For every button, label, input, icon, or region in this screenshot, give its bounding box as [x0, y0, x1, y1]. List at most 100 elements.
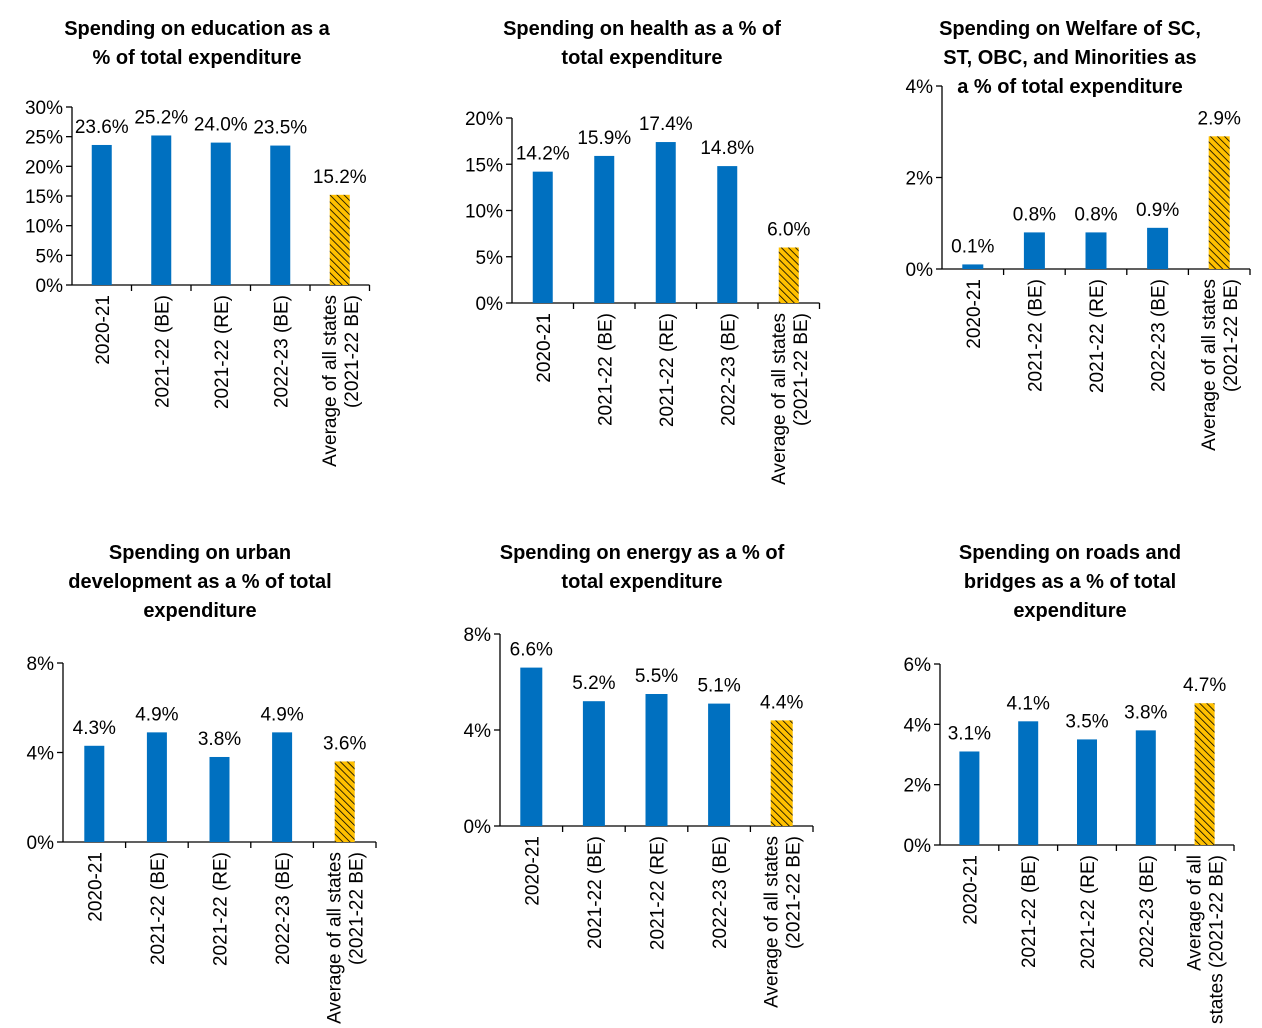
x-tick-label: Average of all states(2021-22 BE) [769, 313, 812, 485]
bar [778, 247, 799, 303]
y-tick-label: 15% [465, 155, 503, 176]
x-tick-label: 2022-23 (BE) [1137, 855, 1158, 968]
chart-title: Spending on health as a % of total expen… [503, 18, 781, 69]
bar [210, 142, 231, 285]
x-tick-label: 2021-22 (RE) [212, 295, 233, 409]
x-tick-label: 2021-22 (BE) [1025, 279, 1046, 392]
x-tick-label: 2021-22 (RE) [657, 313, 678, 427]
data-label: 4.9% [260, 704, 303, 725]
x-tick-label: Average of all states(2021-22 BE) [1199, 279, 1242, 451]
data-label: 6.0% [767, 220, 810, 241]
data-label: 14.2% [516, 144, 570, 165]
bar [209, 756, 230, 842]
bar [582, 701, 605, 826]
chart-panel-urban-development: Spending on urban development as a % of … [0, 528, 420, 1028]
data-label: 17.4% [639, 114, 693, 135]
y-tick-label: 15% [25, 187, 63, 208]
y-tick-label: 5% [476, 248, 504, 269]
chart-svg: 0% 5% 10% 15% 20% 25% 30% 23.6% 2020-21 25.2% 2021… [25, 98, 371, 467]
y-tick-label: 10% [465, 202, 503, 223]
y-tick-label: 0% [906, 260, 934, 281]
x-tick-label: Average of allstates (2021-22 BE) [1185, 855, 1228, 1024]
data-label: 4.7% [1183, 675, 1226, 696]
chart-panel-education: Spending on education as a % of total ex… [0, 0, 420, 500]
data-label: 4.3% [73, 718, 116, 739]
x-tick-label: 2021-22 (RE) [211, 852, 232, 966]
data-label: 5.1% [697, 676, 740, 697]
y-tick-label: 0% [27, 833, 55, 854]
bar [717, 166, 738, 303]
x-tick-label: 2022-23 (BE) [718, 313, 739, 426]
chart-title: Spending on urban development as a % of … [68, 542, 332, 622]
y-tick-label: 8% [27, 654, 55, 675]
data-label: 4.9% [135, 704, 178, 725]
x-tick-label: 2021-22 (RE) [1078, 855, 1099, 969]
data-label: 14.8% [700, 138, 754, 159]
bar [84, 745, 105, 842]
data-label: 6.6% [510, 640, 553, 661]
data-label: 4.4% [760, 692, 803, 713]
x-tick-label: 2021-22 (BE) [585, 836, 606, 949]
bar [645, 694, 668, 826]
data-label: 0.8% [1013, 204, 1056, 225]
chart-panel-energy: Spending on energy as a % of total expen… [420, 528, 840, 1028]
x-tick-label: 2022-23 (BE) [271, 295, 292, 408]
chart-title: Spending on roads and bridges as a % of … [958, 542, 1182, 622]
chart-svg: 0% 4% 8% 4.3% 2020-21 4.9% 2021-22 (BE) 3.8% 202… [27, 654, 377, 1024]
bar [272, 732, 293, 842]
bar [532, 171, 553, 303]
data-label: 23.5% [253, 118, 307, 139]
data-label: 2.9% [1198, 108, 1241, 129]
bar [146, 732, 167, 842]
data-label: 15.9% [577, 128, 631, 149]
bar [1077, 739, 1097, 845]
bar [655, 142, 676, 303]
chart-panel-welfare: Spending on Welfare of SC, ST, OBC, and … [840, 0, 1262, 500]
data-label: 5.5% [635, 666, 678, 687]
data-label: 0.1% [951, 236, 994, 257]
data-label: 4.1% [1007, 693, 1050, 714]
x-tick-label: Average of all states(2021-22 BE) [320, 295, 363, 467]
bar [962, 264, 984, 269]
y-tick-label: 2% [906, 169, 934, 190]
x-tick-label: 2020-21 [534, 313, 555, 383]
y-tick-label: 10% [25, 217, 63, 238]
x-tick-label: 2021-22 (BE) [595, 313, 616, 426]
chart-title: Spending on energy as a % of total expen… [499, 542, 785, 593]
bar [151, 135, 172, 285]
bar [1023, 232, 1045, 269]
y-tick-label: 0% [476, 294, 504, 315]
y-tick-label: 20% [465, 109, 503, 130]
bar [270, 145, 291, 285]
bar [91, 144, 112, 285]
bar [1085, 232, 1107, 269]
chart-svg: 0% 2% 4% 6% 3.1% 2020-21 4.1% 2021-22 (BE) 3.5% 2… [904, 655, 1235, 1024]
bar [708, 703, 731, 826]
y-tick-label: 5% [36, 246, 64, 267]
y-tick-label: 0% [464, 817, 492, 838]
y-tick-label: 0% [36, 276, 64, 297]
x-tick-label: 2020-21 [964, 279, 985, 349]
x-tick-label: 2020-21 [960, 855, 981, 925]
x-tick-label: 2022-23 (BE) [273, 852, 294, 965]
bar [1208, 136, 1230, 269]
chart-panel-health: Spending on health as a % of total expen… [420, 0, 840, 500]
chart-title: Spending on education as a % of total ex… [64, 18, 330, 69]
data-label: 3.1% [948, 723, 991, 744]
chart-svg: 0% 2% 4% 0.1% 2020-21 0.8% 2021-22 (BE) 0.8% 202… [906, 77, 1251, 451]
chart-panel-roads-bridges: Spending on roads and bridges as a % of … [840, 528, 1262, 1028]
chart-svg: 0% 5% 10% 15% 20% 14.2% 2020-21 15.9% 2021-22 (B… [465, 109, 821, 485]
chart-title: Spending on Welfare of SC, ST, OBC, and … [939, 18, 1201, 98]
y-tick-label: 4% [464, 721, 492, 742]
x-tick-label: 2022-23 (BE) [710, 836, 731, 949]
y-tick-label: 4% [27, 744, 55, 765]
x-tick-label: 2020-21 [93, 295, 114, 365]
y-tick-label: 0% [904, 836, 932, 857]
data-label: 5.2% [572, 673, 615, 694]
bar [1147, 227, 1169, 269]
x-tick-label: Average of all states(2021-22 BE) [325, 852, 368, 1024]
x-tick-label: Average of all states(2021-22 BE) [762, 836, 805, 1008]
data-label: 3.8% [198, 729, 241, 750]
data-label: 24.0% [194, 115, 248, 136]
x-tick-label: 2022-23 (BE) [1149, 279, 1170, 392]
